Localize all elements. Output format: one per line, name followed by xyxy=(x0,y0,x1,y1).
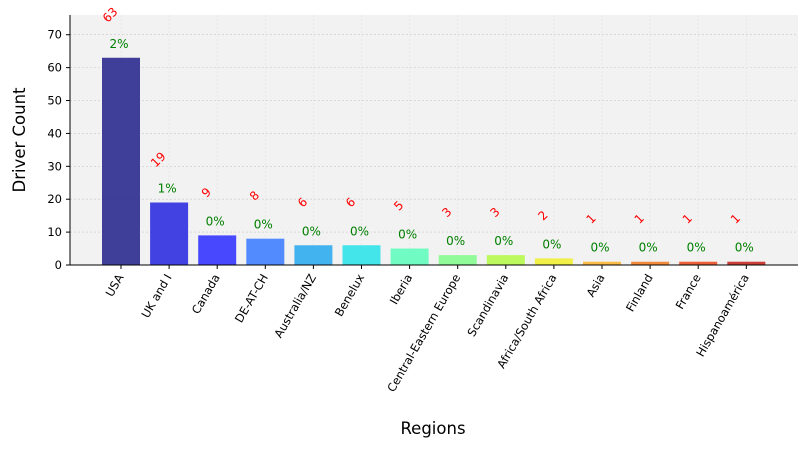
percent-label: 0% xyxy=(494,234,513,248)
bar xyxy=(150,202,189,265)
percent-label: 0% xyxy=(735,241,754,255)
percent-label: 0% xyxy=(254,218,273,232)
bar xyxy=(583,261,621,265)
percent-label: 0% xyxy=(542,237,561,251)
y-tick-label: 20 xyxy=(47,192,62,206)
plot-background xyxy=(70,15,798,265)
y-tick-label: 70 xyxy=(47,28,62,42)
x-tick-label: Finland xyxy=(623,272,656,315)
x-tick-label: Scandinavia xyxy=(464,272,511,339)
percent-label: 0% xyxy=(302,224,321,238)
percent-label: 0% xyxy=(590,241,609,255)
bar xyxy=(727,261,766,265)
x-tick-label: Canada xyxy=(189,272,223,317)
bar xyxy=(294,245,333,265)
x-tick-label: Australia/NZ xyxy=(271,271,319,340)
x-tick-label: USA xyxy=(103,271,127,299)
y-tick-label: 60 xyxy=(47,61,62,75)
bar xyxy=(438,255,477,265)
y-tick-label: 0 xyxy=(55,258,62,272)
y-tick-label: 30 xyxy=(47,159,62,173)
bar xyxy=(342,245,381,265)
x-tick-label: Benelux xyxy=(332,271,368,319)
percent-label: 0% xyxy=(398,228,417,242)
y-tick-label: 50 xyxy=(47,94,62,108)
bar xyxy=(534,258,573,265)
bar xyxy=(102,57,140,266)
percent-label: 1% xyxy=(158,182,177,196)
bar xyxy=(486,255,525,265)
bar xyxy=(246,238,285,265)
bars xyxy=(102,57,766,266)
bar xyxy=(631,261,670,265)
x-tick-label: France xyxy=(673,272,704,312)
bar xyxy=(679,261,718,265)
grid-lines xyxy=(70,15,798,266)
x-tick-label: Asia xyxy=(583,272,607,300)
x-tick-label: DE-AT-CH xyxy=(232,272,271,326)
percent-label: 0% xyxy=(446,234,465,248)
y-tick-label: 40 xyxy=(47,126,62,140)
x-tick-label: Iberia xyxy=(387,272,415,307)
bar xyxy=(390,248,429,265)
x-tick-label: UK and I xyxy=(138,272,174,321)
bar xyxy=(198,235,237,265)
percent-label: 2% xyxy=(109,37,128,51)
percent-label: 0% xyxy=(687,241,706,255)
percent-label: 0% xyxy=(639,241,658,255)
y-axis-title: Driver Count xyxy=(10,87,29,193)
percent-label: 0% xyxy=(350,224,369,238)
x-tick-label: Hispanoamérica xyxy=(693,272,752,360)
percent-label: 0% xyxy=(206,214,225,228)
y-tick-label: 10 xyxy=(47,225,62,239)
x-axis-title: Regions xyxy=(400,419,465,438)
